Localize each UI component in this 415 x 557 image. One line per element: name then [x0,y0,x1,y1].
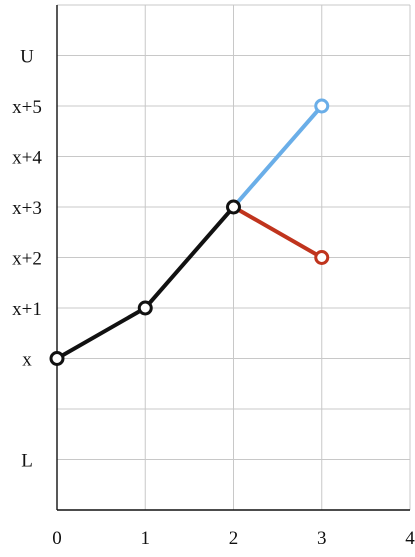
y-tick-label: x+1 [12,299,42,320]
y-tick-label: L [21,451,33,472]
x-tick-labels: 0 1 2 3 4 [52,528,415,549]
y-tick-label: x [22,350,32,371]
x-tick-label: 3 [317,528,327,549]
points-layer [49,98,330,366]
x-tick-label: 0 [52,528,62,549]
series-line-2 [231,205,324,260]
x-tick-label: 2 [229,528,239,549]
axes [56,5,410,511]
data-point [314,98,330,114]
y-tick-label: x+4 [12,148,42,169]
y-tick-label: U [20,47,34,68]
y-tick-labels: Ux+5 x+4 x+3 x+2 x+1 x L [12,47,42,472]
x-tick-label: 4 [405,528,415,549]
data-point [137,300,153,316]
y-tick-label: x+5 [12,97,42,118]
x-tick-label: 1 [141,528,151,549]
series-line-1 [231,104,324,209]
data-point [49,351,65,366]
grid [57,4,411,510]
y-tick-label: x+3 [12,198,42,219]
data-point [226,199,241,215]
data-point [314,250,330,265]
y-tick-label: x+2 [12,249,42,270]
series-layer [55,104,324,361]
